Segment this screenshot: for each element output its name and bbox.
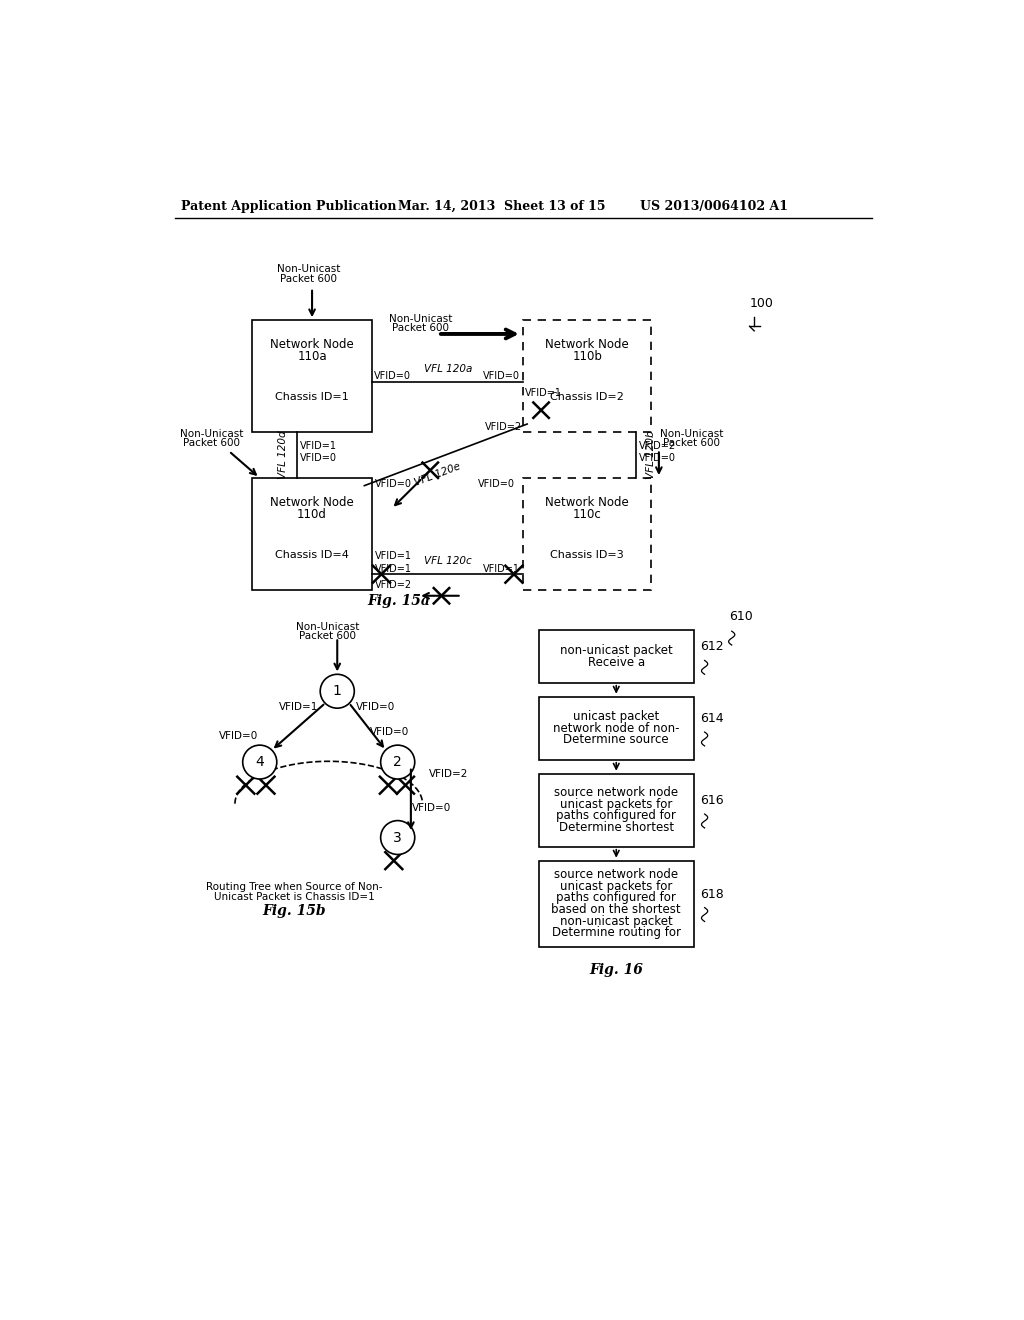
Text: VFID=0: VFID=0 [639, 453, 676, 463]
Text: 612: 612 [700, 640, 724, 653]
Text: Non-Unicast: Non-Unicast [659, 429, 723, 440]
Text: VFID=0: VFID=0 [375, 479, 413, 490]
Text: VFID=0: VFID=0 [374, 371, 411, 381]
Text: paths configured for: paths configured for [556, 809, 676, 822]
Text: Network Node: Network Node [270, 496, 354, 510]
Text: non-unicast packet: non-unicast packet [560, 915, 673, 928]
Text: 110b: 110b [572, 350, 602, 363]
Text: 110d: 110d [297, 508, 327, 520]
Text: Non-Unicast: Non-Unicast [276, 264, 340, 275]
Text: Packet 600: Packet 600 [392, 323, 450, 333]
Text: VFID=0: VFID=0 [300, 453, 337, 463]
Text: paths configured for: paths configured for [556, 891, 676, 904]
Text: Fig. 15b: Fig. 15b [263, 904, 327, 919]
Text: Packet 600: Packet 600 [663, 438, 720, 449]
Text: Packet 600: Packet 600 [183, 438, 241, 449]
Text: VFL 120e: VFL 120e [414, 461, 463, 487]
Text: Unicast Packet is Chassis ID=1: Unicast Packet is Chassis ID=1 [214, 892, 375, 902]
Text: 4: 4 [255, 755, 264, 770]
Circle shape [243, 744, 276, 779]
Text: Patent Application Publication: Patent Application Publication [180, 199, 396, 213]
Text: 616: 616 [700, 795, 724, 807]
Text: VFID=2: VFID=2 [484, 422, 521, 432]
Text: VFID=2: VFID=2 [429, 770, 468, 780]
Text: VFID=1: VFID=1 [483, 564, 520, 574]
Bar [523, 478, 651, 590]
Text: unicast packets for: unicast packets for [560, 797, 673, 810]
Text: 614: 614 [700, 711, 724, 725]
Text: VFID=1: VFID=1 [524, 388, 562, 397]
Text: 110c: 110c [572, 508, 601, 520]
Text: VFID=2: VFID=2 [639, 441, 676, 450]
Text: VFID=1: VFID=1 [375, 564, 413, 574]
Text: VFID=0: VFID=0 [483, 371, 520, 381]
Text: unicast packets for: unicast packets for [560, 880, 673, 892]
Text: Chassis ID=1: Chassis ID=1 [275, 392, 349, 403]
Circle shape [321, 675, 354, 708]
Text: VFL 120d: VFL 120d [278, 430, 288, 479]
Text: Fig. 15a: Fig. 15a [368, 594, 431, 609]
Text: Chassis ID=4: Chassis ID=4 [275, 550, 349, 560]
Text: Receive a: Receive a [588, 656, 645, 669]
Text: Packet 600: Packet 600 [299, 631, 356, 642]
Text: US 2013/0064102 A1: US 2013/0064102 A1 [640, 199, 787, 213]
Text: 2: 2 [393, 755, 402, 770]
Text: 100: 100 [750, 297, 773, 310]
Text: VFID=1: VFID=1 [300, 441, 337, 450]
Bar [252, 478, 372, 590]
Text: Packet 600: Packet 600 [280, 273, 337, 284]
Text: Non-Unicast: Non-Unicast [296, 622, 359, 632]
Text: 610: 610 [729, 610, 753, 623]
Text: VFID=0: VFID=0 [412, 803, 451, 813]
Text: Determine routing for: Determine routing for [552, 927, 681, 939]
Text: unicast packet: unicast packet [573, 710, 659, 723]
Text: VFL 120a: VFL 120a [424, 364, 472, 374]
Text: Chassis ID=3: Chassis ID=3 [550, 550, 624, 560]
Bar [523, 321, 651, 432]
Text: VFID=1: VFID=1 [375, 550, 413, 561]
Bar [539, 631, 693, 682]
Bar [252, 321, 372, 432]
Text: Routing Tree when Source of Non-: Routing Tree when Source of Non- [207, 882, 383, 892]
Text: Chassis ID=2: Chassis ID=2 [550, 392, 624, 403]
Text: 3: 3 [393, 830, 402, 845]
Text: VFID=0: VFID=0 [371, 727, 410, 737]
Text: VFID=0: VFID=0 [478, 479, 515, 490]
Text: Mar. 14, 2013  Sheet 13 of 15: Mar. 14, 2013 Sheet 13 of 15 [397, 199, 605, 213]
Bar [539, 697, 693, 760]
Text: Network Node: Network Node [270, 338, 354, 351]
Text: Non-Unicast: Non-Unicast [389, 314, 453, 323]
Text: network node of non-: network node of non- [553, 722, 680, 735]
Text: VFID=1: VFID=1 [279, 702, 318, 713]
Text: Determine source: Determine source [563, 733, 669, 746]
Text: VFL 120c: VFL 120c [424, 556, 472, 566]
Text: source network node: source network node [554, 787, 678, 800]
Text: VFID=2: VFID=2 [375, 579, 413, 590]
Bar [539, 774, 693, 847]
Text: 618: 618 [700, 887, 724, 900]
Text: 1: 1 [333, 684, 342, 698]
Text: 110a: 110a [297, 350, 327, 363]
Bar [539, 861, 693, 946]
Text: VFL 120b: VFL 120b [646, 430, 656, 479]
Text: VFID=0: VFID=0 [218, 731, 258, 741]
Text: Non-Unicast: Non-Unicast [180, 429, 244, 440]
Text: Fig. 16: Fig. 16 [590, 962, 643, 977]
Text: non-unicast packet: non-unicast packet [560, 644, 673, 657]
Circle shape [381, 821, 415, 854]
Text: Determine shortest: Determine shortest [559, 821, 674, 834]
Text: Network Node: Network Node [546, 338, 629, 351]
Circle shape [381, 744, 415, 779]
Text: source network node: source network node [554, 869, 678, 882]
Text: based on the shortest: based on the shortest [552, 903, 681, 916]
Text: VFID=0: VFID=0 [356, 702, 395, 713]
Text: Network Node: Network Node [546, 496, 629, 510]
